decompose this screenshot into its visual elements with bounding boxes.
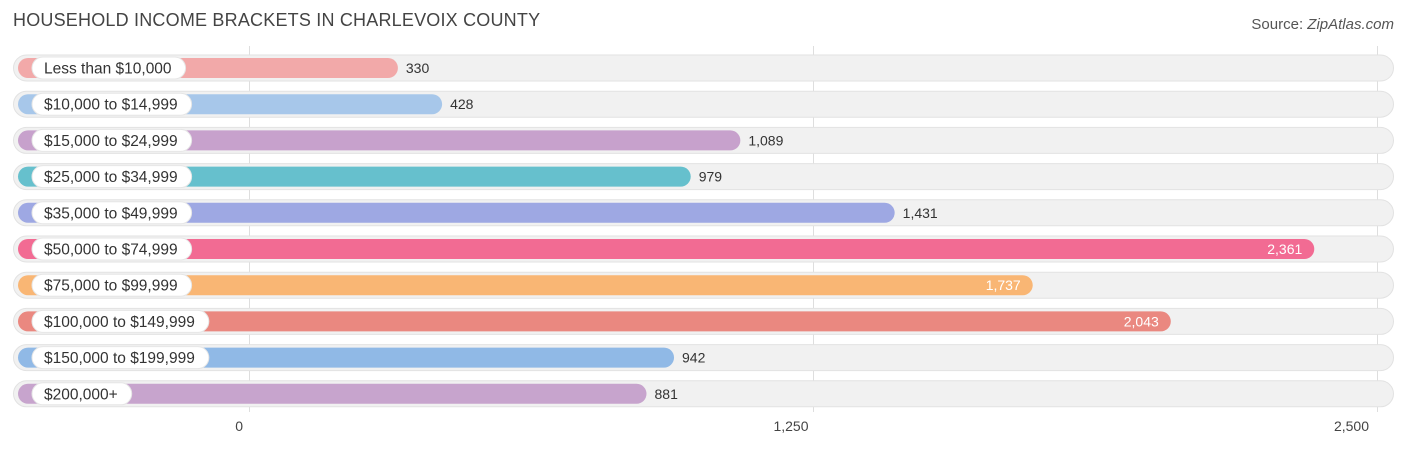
category-pill (31, 128, 193, 152)
category-label: $50,000 to $74,999 (44, 242, 178, 259)
source-brand: ZipAtlas.com (1307, 16, 1394, 33)
category-label: $150,000 to $199,999 (44, 350, 195, 367)
category-label: $25,000 to $34,999 (44, 169, 178, 186)
value-label: 1,431 (903, 205, 938, 221)
category-label: $200,000+ (44, 386, 118, 403)
category-label: $35,000 to $49,999 (44, 205, 178, 222)
category-pill (31, 237, 193, 261)
bar-row-6: $75,000 to $99,999 1,737 (13, 271, 1394, 299)
bar-row-1: $10,000 to $14,999 428 (13, 90, 1394, 118)
source-note: Source: ZipAtlas.com (1251, 16, 1394, 33)
value-label: 1,089 (748, 132, 783, 148)
value-label: 979 (699, 169, 723, 185)
category-pill (31, 382, 133, 406)
category-label: $100,000 to $149,999 (44, 314, 195, 331)
source-prefix: Source: (1251, 16, 1308, 33)
category-pill (31, 273, 193, 297)
bar (18, 239, 1315, 259)
category-label: $75,000 to $99,999 (44, 278, 178, 295)
category-pill (31, 309, 210, 333)
rows-layer: Less than $10,000 330 $10,000 to $14,999 42… (13, 54, 1394, 408)
value-label: 2,361 (1267, 241, 1302, 257)
bar (18, 383, 647, 404)
category-label: Less than $10,000 (44, 61, 172, 78)
chart-title: HOUSEHOLD INCOME BRACKETS IN CHARLEVOIX … (13, 10, 541, 30)
value-label: 942 (682, 350, 706, 366)
value-label: 428 (450, 96, 474, 112)
category-label: $10,000 to $14,999 (44, 97, 178, 114)
tick-label-0: 0 (235, 418, 243, 434)
bar (18, 130, 741, 151)
value-label: 330 (406, 60, 430, 76)
x-axis: 0 1,250 2,500 (235, 418, 1369, 434)
category-pill (31, 165, 193, 189)
tick-label-2: 2,500 (1334, 418, 1369, 434)
bar-row-5: $50,000 to $74,999 2,361 (13, 235, 1394, 263)
tick-label-1: 1,250 (773, 418, 808, 434)
category-pill (31, 201, 193, 225)
value-label: 2,043 (1124, 313, 1159, 329)
value-label: 1,737 (986, 277, 1021, 293)
bar-row-4: $35,000 to $49,999 1,431 (13, 199, 1394, 227)
category-pill (31, 346, 210, 370)
bar-row-2: $15,000 to $24,999 1,089 (13, 126, 1394, 154)
category-label: $15,000 to $24,999 (44, 133, 178, 150)
bar-row-9: $200,000+ 881 (13, 380, 1394, 408)
bar-row-7: $100,000 to $149,999 2,043 (13, 307, 1394, 335)
bar (18, 202, 895, 223)
bar-row-3: $25,000 to $34,999 979 (13, 163, 1394, 191)
bar-row-0: Less than $10,000 330 (13, 54, 1394, 82)
category-pill (31, 56, 187, 80)
bar (18, 311, 1171, 332)
bar-row-8: $150,000 to $199,999 942 (13, 344, 1394, 372)
category-pill (31, 92, 193, 116)
bar (18, 275, 1033, 296)
value-label: 881 (655, 386, 679, 402)
